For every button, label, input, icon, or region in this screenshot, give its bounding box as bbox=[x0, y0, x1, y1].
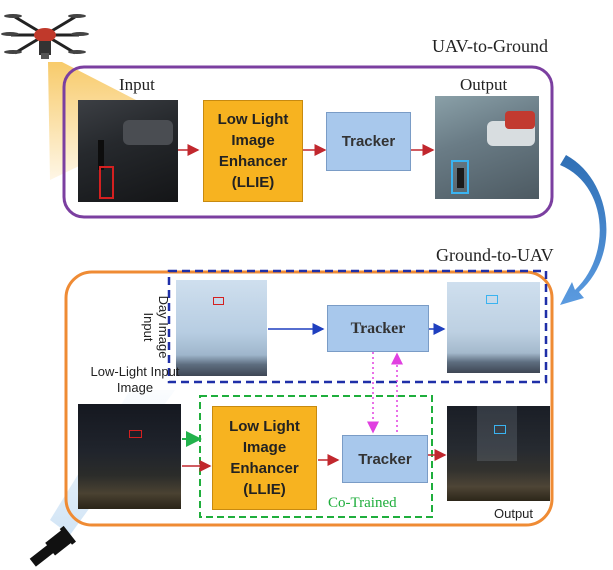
tracker-box-day: Tracker bbox=[327, 305, 429, 352]
tracker-box-top: Tracker bbox=[326, 112, 411, 171]
enhancer-bottom-line-2: Image bbox=[242, 439, 287, 456]
low-light-input-label: Low-Light Input Image bbox=[70, 364, 200, 396]
day-output-image bbox=[447, 282, 540, 373]
ground-to-uav-title: Ground-to-UAV bbox=[436, 245, 554, 265]
enhancer-box-top: Low Light Image Enhancer (LLIE) bbox=[203, 100, 303, 202]
night-output-image bbox=[447, 406, 550, 501]
day-target-bbox-blue bbox=[486, 295, 498, 304]
co-trained-label: Co-Trained bbox=[328, 495, 397, 511]
ground-to-uav-frame bbox=[64, 270, 554, 527]
bottom-output-label: Output bbox=[494, 506, 534, 521]
enhancer-bottom-line-3: Enhancer bbox=[230, 460, 299, 477]
curved-arrow bbox=[560, 155, 607, 305]
target-bbox-blue bbox=[451, 160, 469, 194]
enhancer-line-2: Image bbox=[231, 132, 275, 149]
target-bbox-red bbox=[99, 166, 114, 199]
flashlight-icon bbox=[29, 525, 76, 567]
day-label-line-1: Day Image bbox=[156, 295, 171, 359]
enhancer-bottom-line-4: (LLIE) bbox=[243, 481, 286, 498]
uav-input-image bbox=[78, 100, 178, 202]
enhancer-line-3: Enhancer bbox=[218, 153, 288, 170]
enhancer-line-1: Low Light bbox=[217, 111, 289, 128]
day-image-input-label: Day Image Input bbox=[141, 287, 171, 367]
co-trained-box bbox=[199, 395, 433, 518]
enhancer-bottom-line-1: Low Light bbox=[229, 418, 300, 435]
day-input-image bbox=[176, 280, 267, 376]
output-label: Output bbox=[460, 75, 508, 94]
enhancer-line-4: (LLIE) bbox=[231, 174, 275, 191]
tracker-box-bottom: Tracker bbox=[342, 435, 428, 483]
uav-to-ground-frame bbox=[62, 65, 554, 219]
day-target-bbox-red bbox=[213, 297, 224, 305]
input-label: Input bbox=[119, 75, 155, 94]
low-light-input-image bbox=[78, 404, 181, 509]
uav-output-image bbox=[435, 96, 539, 199]
night-target-bbox-red bbox=[129, 430, 142, 438]
drone-icon bbox=[1, 14, 89, 59]
low-light-label-line-1: Low-Light Input bbox=[90, 364, 180, 379]
enhancer-box-bottom: Low Light Image Enhancer (LLIE) bbox=[212, 406, 317, 510]
uav-to-ground-title: UAV-to-Ground bbox=[432, 36, 549, 56]
day-image-box bbox=[167, 269, 548, 384]
low-light-label-line-2: Image bbox=[116, 380, 154, 395]
night-target-bbox-blue bbox=[494, 425, 506, 434]
day-label-line-2: Input bbox=[141, 312, 156, 342]
